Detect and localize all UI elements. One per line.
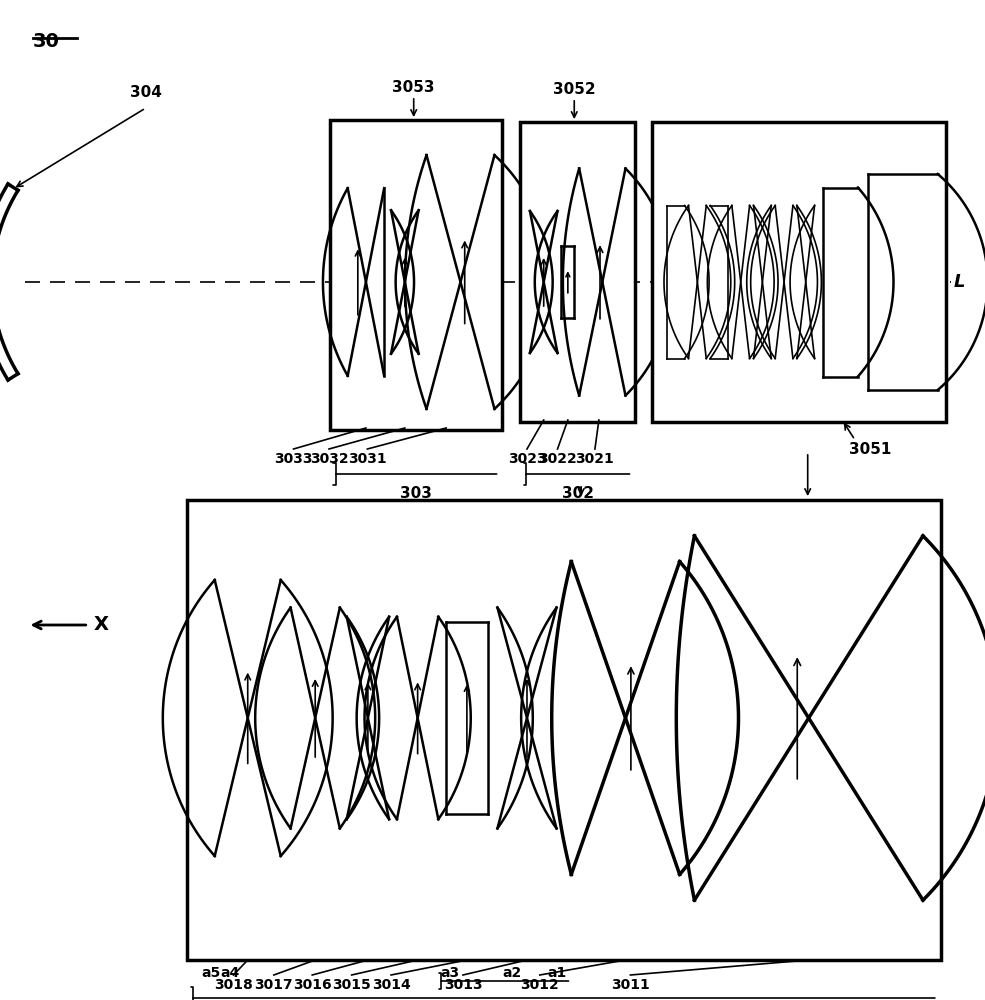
Text: 3018: 3018 bbox=[214, 978, 253, 992]
Bar bbox=[330, 120, 502, 430]
Text: 3017: 3017 bbox=[254, 978, 294, 992]
Text: 3032: 3032 bbox=[309, 452, 349, 466]
Text: X: X bbox=[94, 615, 108, 635]
Text: 3033: 3033 bbox=[274, 452, 313, 466]
Bar bbox=[652, 122, 946, 422]
Text: 3011: 3011 bbox=[611, 978, 650, 992]
Text: 3053: 3053 bbox=[392, 80, 435, 95]
Text: 3031: 3031 bbox=[348, 452, 387, 466]
Text: 3021: 3021 bbox=[575, 452, 615, 466]
Text: L: L bbox=[953, 273, 965, 291]
Text: a1: a1 bbox=[547, 966, 566, 980]
Text: 3051: 3051 bbox=[849, 442, 891, 457]
Text: a5: a5 bbox=[201, 966, 221, 980]
Text: 3013: 3013 bbox=[443, 978, 483, 992]
Text: 303: 303 bbox=[400, 486, 432, 501]
Bar bbox=[187, 500, 941, 960]
Text: 3014: 3014 bbox=[371, 978, 411, 992]
Text: 3016: 3016 bbox=[293, 978, 332, 992]
Bar bbox=[520, 122, 635, 422]
Text: a4: a4 bbox=[220, 966, 239, 980]
Text: 3015: 3015 bbox=[332, 978, 371, 992]
Text: 304: 304 bbox=[130, 85, 162, 100]
Text: 3052: 3052 bbox=[553, 82, 596, 97]
Text: 3012: 3012 bbox=[520, 978, 559, 992]
Text: 3022: 3022 bbox=[538, 452, 577, 466]
Text: 302: 302 bbox=[561, 486, 594, 501]
Text: 30: 30 bbox=[33, 32, 59, 51]
Text: 3023: 3023 bbox=[507, 452, 547, 466]
Text: a2: a2 bbox=[502, 966, 522, 980]
Text: a3: a3 bbox=[440, 966, 460, 980]
